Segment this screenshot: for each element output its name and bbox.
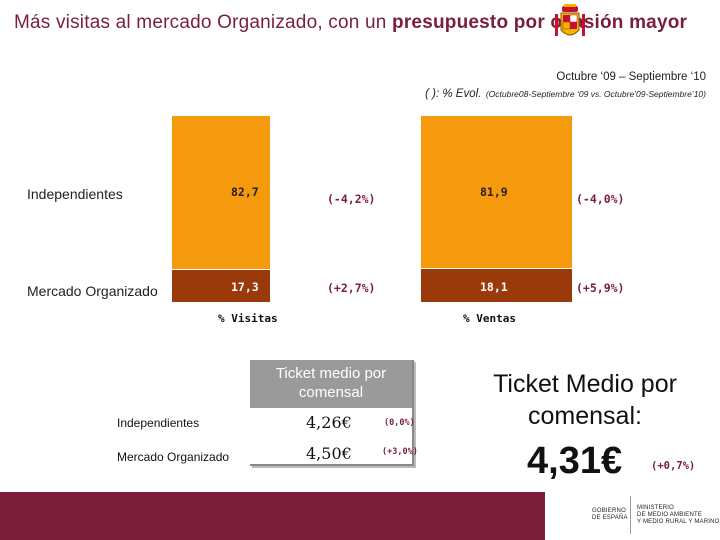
row-label-mercado: Mercado Organizado	[27, 283, 158, 299]
evolution-note: ( ): % Evol. (Octubre08-Septiembre ‘09 v…	[406, 86, 706, 101]
spain-crest-icon	[555, 4, 585, 36]
axis-label-visitas: % Visitas	[218, 312, 278, 325]
ministry-line1: Ministerio	[637, 505, 675, 511]
bar-visitas-independientes	[172, 116, 270, 269]
ticket-evol-mercado: (+3,0%)	[382, 447, 418, 457]
bar-ventas-independientes	[421, 116, 572, 268]
total-ticket-evol: (+0,7%)	[651, 460, 696, 472]
bar-ventas-mercado	[421, 269, 572, 302]
ticket-label-mercado: Mercado Organizado	[117, 450, 230, 464]
total-ticket-value: 4,31€	[527, 440, 623, 482]
footer-bar	[0, 492, 720, 540]
ministry-label: Ministerio de Medio Ambiente y Medio Rur…	[637, 505, 720, 526]
axis-label-ventas: % Ventas	[463, 312, 516, 325]
value-ventas-independientes: 81,9	[480, 185, 508, 199]
ministry-line2: de Medio Ambiente	[637, 512, 703, 518]
slide-title: Más visitas al mercado Organizado, con u…	[14, 10, 694, 35]
total-ticket-title: Ticket Medio por comensal:	[493, 370, 677, 430]
evol-ventas-independientes: (-4,0%)	[576, 192, 625, 206]
slide-title-text: Más visitas al mercado Organizado, con u…	[14, 12, 393, 33]
evol-ventas-mercado: (+5,9%)	[576, 281, 625, 295]
ticket-value-independientes: 4,26€	[306, 413, 352, 432]
ticket-label-independientes: Independientes	[117, 416, 200, 430]
value-visitas-mercado: 17,3	[231, 280, 259, 294]
period-label: Octubre ‘09 – Septiembre ‘10	[556, 71, 706, 83]
ticket-heading: Ticket medio por comensal	[250, 360, 412, 408]
evol-visitas-mercado: (+2,7%)	[327, 281, 376, 295]
value-visitas-independientes: 82,7	[231, 185, 259, 199]
evolution-note-main: ( ): % Evol.	[425, 88, 482, 100]
gov-line1: Gobierno	[592, 508, 626, 514]
slide-title-bold: presupuesto por ocasión mayor	[392, 12, 688, 33]
ticket-evol-independientes: (0,0%)	[384, 418, 415, 428]
evolution-note-detail: (Octubre08-Septiembre ‘09 vs. Octubre’09…	[485, 89, 706, 99]
footer-divider	[630, 496, 631, 534]
ticket-table: Ticket medio por comensal	[250, 360, 414, 466]
evol-visitas-independientes: (-4,2%)	[327, 192, 376, 206]
government-logo-area	[545, 492, 720, 540]
bar-visitas-mercado	[172, 270, 270, 302]
ticket-value-mercado: 4,50€	[306, 444, 352, 463]
ministry-line3: y Medio Rural y Marino	[637, 519, 720, 525]
gov-line2: de España	[592, 515, 628, 521]
row-label-independientes: Independientes	[27, 186, 123, 202]
value-ventas-mercado: 18,1	[480, 280, 508, 294]
gov-label: Gobierno de España	[592, 508, 628, 522]
